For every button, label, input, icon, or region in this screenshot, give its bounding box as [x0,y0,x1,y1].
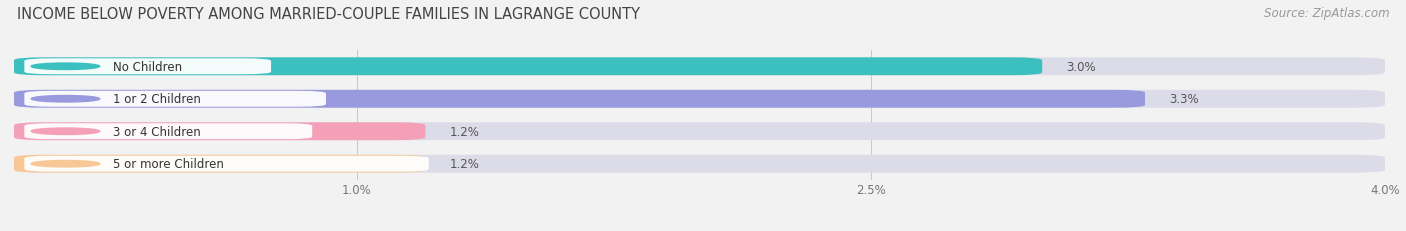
FancyBboxPatch shape [24,156,429,172]
FancyBboxPatch shape [24,124,312,140]
FancyBboxPatch shape [14,90,1385,108]
FancyBboxPatch shape [24,59,271,75]
FancyBboxPatch shape [14,155,426,173]
Text: 3.0%: 3.0% [1066,61,1095,73]
Circle shape [31,96,100,103]
Text: 3.3%: 3.3% [1168,93,1199,106]
FancyBboxPatch shape [14,155,1385,173]
Text: 1.2%: 1.2% [450,125,479,138]
Text: 1.2%: 1.2% [450,158,479,170]
Text: Source: ZipAtlas.com: Source: ZipAtlas.com [1264,7,1389,20]
FancyBboxPatch shape [14,58,1042,76]
FancyBboxPatch shape [14,123,426,140]
FancyBboxPatch shape [24,91,326,107]
Circle shape [31,128,100,135]
Text: 5 or more Children: 5 or more Children [114,158,225,170]
FancyBboxPatch shape [14,58,1385,76]
Text: 1 or 2 Children: 1 or 2 Children [114,93,201,106]
FancyBboxPatch shape [14,123,1385,140]
Circle shape [31,64,100,70]
Text: No Children: No Children [114,61,183,73]
FancyBboxPatch shape [14,90,1144,108]
Circle shape [31,161,100,167]
Text: 3 or 4 Children: 3 or 4 Children [114,125,201,138]
Text: INCOME BELOW POVERTY AMONG MARRIED-COUPLE FAMILIES IN LAGRANGE COUNTY: INCOME BELOW POVERTY AMONG MARRIED-COUPL… [17,7,640,22]
